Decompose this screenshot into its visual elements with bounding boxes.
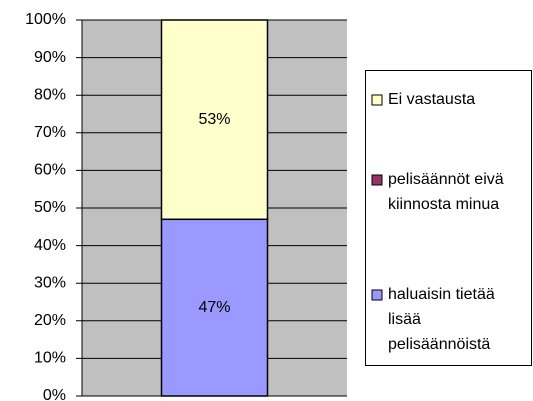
bar-segment <box>160 218 269 397</box>
legend-swatch <box>371 174 383 186</box>
y-tick-label: 10% <box>34 350 66 367</box>
legend-label: Ei vastausta <box>388 91 475 108</box>
y-tick-label: 0% <box>43 387 66 401</box>
y-tick-label: 60% <box>34 162 66 179</box>
legend-label: haluaisin tietää lisää pelisäännöistä <box>388 286 495 353</box>
legend-box <box>365 70 532 366</box>
y-tick-label: 100% <box>25 11 66 28</box>
legend-swatch <box>371 94 383 106</box>
data-label: 53% <box>198 111 230 128</box>
y-tick-label: 70% <box>34 124 66 141</box>
y-tick-label: 40% <box>34 237 66 254</box>
y-tick-label: 30% <box>34 274 66 291</box>
data-label: 47% <box>198 299 230 316</box>
legend-label: pelisäännöt eivä kiinnosta minua <box>388 171 504 213</box>
legend-swatch <box>371 289 383 301</box>
y-tick-label: 20% <box>34 312 66 329</box>
y-tick-label: 50% <box>34 199 66 216</box>
y-tick-label: 90% <box>34 49 66 66</box>
y-tick-label: 80% <box>34 86 66 103</box>
bar-segment <box>160 19 269 221</box>
